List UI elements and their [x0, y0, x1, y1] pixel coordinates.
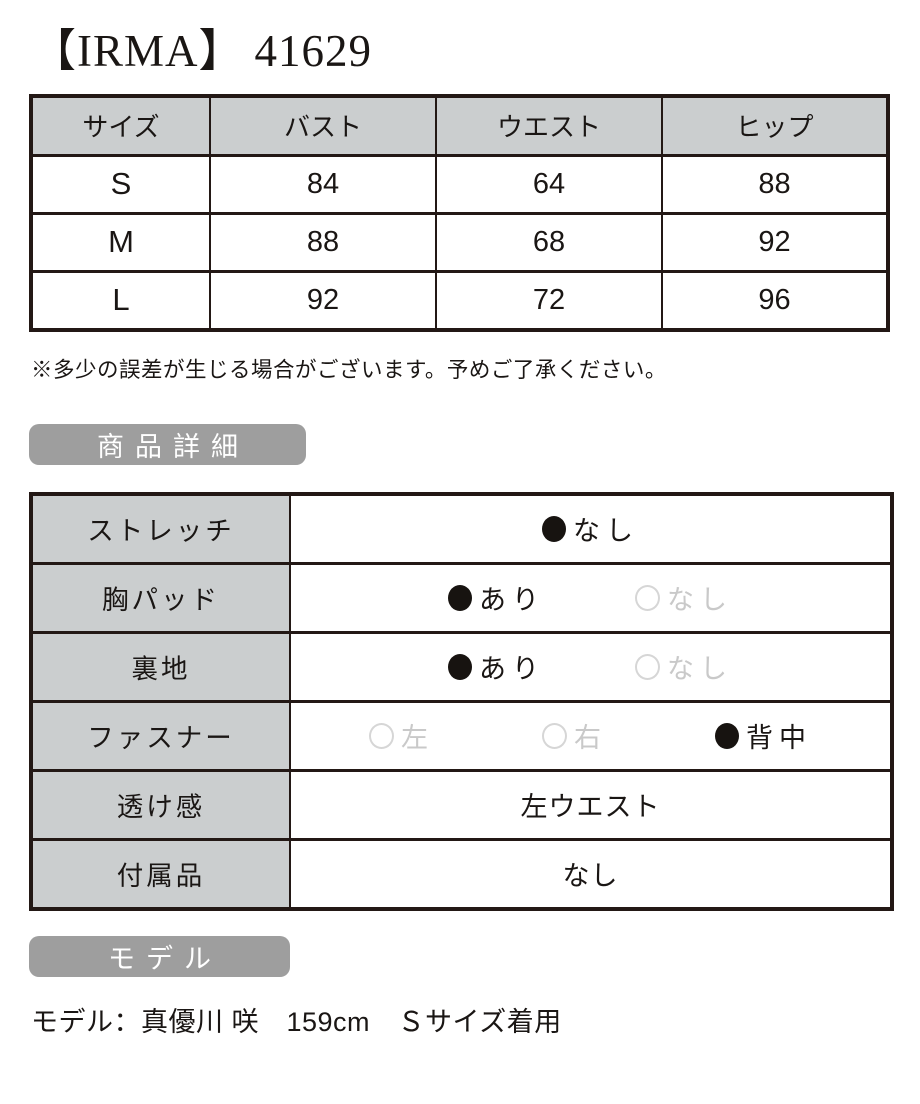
model-info: モデル：真優川 咲 159cm Ｓサイズ着用 — [31, 1006, 562, 1037]
option-group: あり なし — [291, 647, 890, 686]
brand-name: 【IRMA】 — [31, 26, 245, 76]
section-header-product-details: 商品詳細 — [29, 423, 306, 465]
product-number: 41629 — [254, 26, 373, 76]
size-header-bust: バスト — [209, 94, 437, 157]
option-unselected: なし — [635, 578, 733, 617]
radio-filled-icon — [542, 515, 566, 542]
page-title: 【IRMA】 41629 — [31, 26, 891, 78]
spec-value: 左ウエスト — [289, 768, 893, 841]
size-header-waist: ウエスト — [435, 94, 663, 157]
option-group: あり なし — [291, 578, 890, 617]
size-disclaimer-note: ※多少の誤差が生じる場合がございます。予めご了承ください。 — [31, 357, 667, 382]
size-cell: M — [30, 211, 211, 273]
spec-label: ファスナー — [30, 699, 291, 772]
bust-cell: 92 — [209, 269, 437, 332]
option-selected: 背中 — [715, 716, 812, 755]
spec-row-accessories: 付属品 なし — [30, 837, 893, 911]
bust-cell: 88 — [209, 211, 437, 273]
hip-cell: 92 — [661, 211, 889, 273]
table-row-size-l: L 92 72 96 — [30, 269, 889, 332]
radio-empty-icon — [542, 722, 567, 749]
radio-filled-icon — [448, 653, 472, 680]
spec-value: なし — [289, 837, 893, 911]
size-cell: L — [30, 269, 211, 332]
waist-cell: 68 — [435, 211, 663, 273]
option-selected: あり — [448, 647, 545, 686]
option-selected: なし — [542, 509, 639, 548]
spec-row-lining: 裏地 あり なし — [30, 630, 893, 703]
spec-value: あり なし — [289, 561, 893, 634]
option-label: あり — [479, 654, 545, 685]
option-label: なし — [573, 516, 639, 547]
waist-cell: 72 — [435, 269, 663, 332]
spec-row-zipper: ファスナー 左 右 背中 — [30, 699, 893, 772]
hip-cell: 88 — [661, 153, 889, 215]
option-unselected: なし — [635, 647, 733, 686]
option-label: 背中 — [746, 723, 812, 754]
radio-empty-icon — [369, 722, 394, 749]
spec-row-stretch: ストレッチ なし — [30, 492, 893, 565]
option-group: なし — [291, 509, 890, 548]
option-label: あり — [479, 585, 545, 616]
radio-filled-icon — [715, 722, 739, 749]
option-label: なし — [667, 654, 733, 685]
spec-value: なし — [289, 492, 893, 565]
size-header-hip: ヒップ — [661, 94, 889, 157]
spec-value-text: 左ウエスト — [520, 792, 661, 823]
spec-row-sheerness: 透け感 左ウエスト — [30, 768, 893, 841]
spec-label: 付属品 — [30, 837, 291, 911]
option-label: 左 — [401, 723, 434, 754]
spec-label: 透け感 — [30, 768, 291, 841]
table-row-size-s: S 84 64 88 — [30, 153, 889, 215]
size-table: サイズ バスト ウエスト ヒップ S 84 64 88 M 88 68 92 L… — [29, 93, 890, 332]
option-group: 左 右 背中 — [291, 716, 890, 755]
waist-cell: 64 — [435, 153, 663, 215]
spec-label: ストレッチ — [30, 492, 291, 565]
spec-value: あり なし — [289, 630, 893, 703]
size-table-header-row: サイズ バスト ウエスト ヒップ — [30, 94, 889, 157]
radio-empty-icon — [635, 653, 660, 680]
spec-value: 左 右 背中 — [289, 699, 893, 772]
table-row-size-m: M 88 68 92 — [30, 211, 889, 273]
bust-cell: 84 — [209, 153, 437, 215]
product-details-table: ストレッチ なし 胸パッド あり — [29, 491, 894, 911]
spec-value-text: なし — [562, 861, 619, 892]
spec-label: 胸パッド — [30, 561, 291, 634]
spec-row-chest-pad: 胸パッド あり なし — [30, 561, 893, 634]
option-label: 右 — [574, 723, 607, 754]
spec-label: 裏地 — [30, 630, 291, 703]
size-cell: S — [30, 153, 211, 215]
radio-filled-icon — [448, 584, 472, 611]
hip-cell: 96 — [661, 269, 889, 332]
option-label: なし — [667, 585, 733, 616]
option-unselected: 左 — [369, 716, 434, 755]
radio-empty-icon — [635, 584, 660, 611]
size-header-size: サイズ — [30, 94, 211, 157]
section-header-model: モデル — [29, 935, 290, 977]
option-unselected: 右 — [542, 716, 607, 755]
option-selected: あり — [448, 578, 545, 617]
